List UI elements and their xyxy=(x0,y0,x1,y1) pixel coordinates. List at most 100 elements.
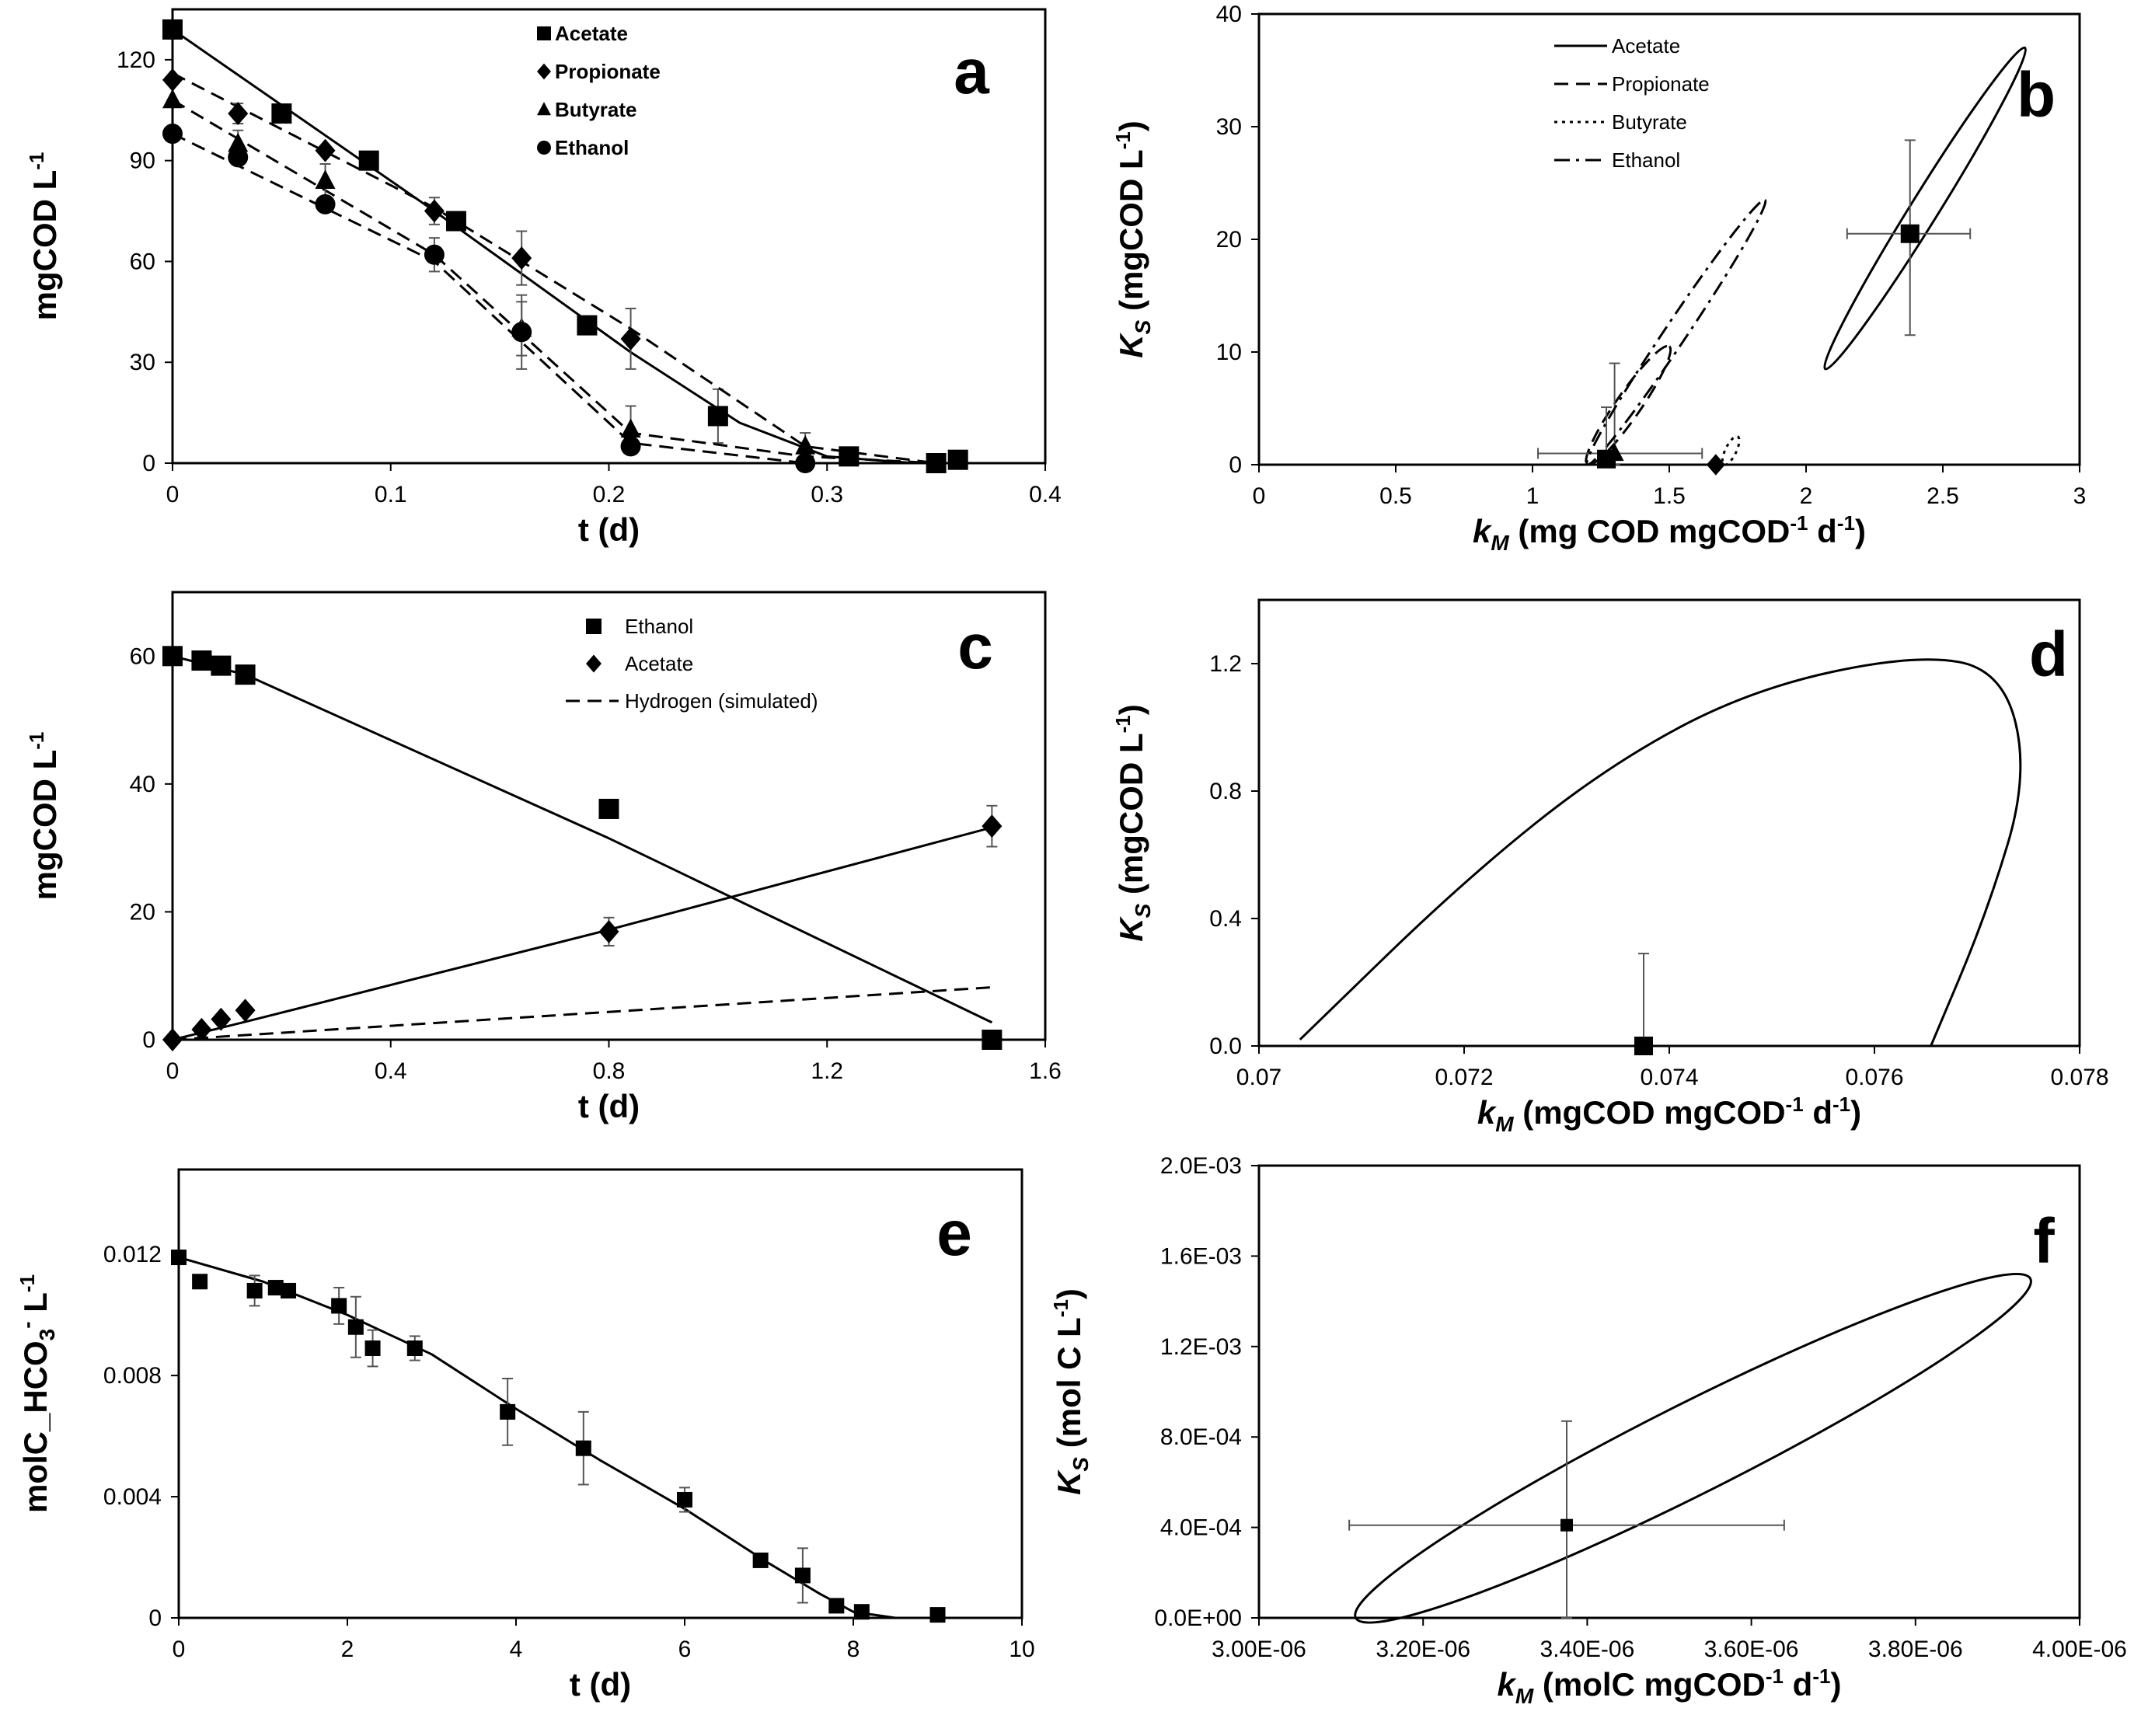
legend-label: Hydrogen (simulated) xyxy=(625,689,818,713)
y-tick-label: 90 xyxy=(130,148,155,174)
confidence-region xyxy=(1721,434,1741,466)
legend: Acetate Propionate Butyrate Ethanol xyxy=(1554,34,1710,172)
confidence-region xyxy=(1299,658,2022,1047)
data-point xyxy=(982,1030,1003,1050)
y-label-symbol: K xyxy=(1113,916,1149,942)
x-tick-label: 3.60E-06 xyxy=(1704,1637,1799,1662)
region-propionate xyxy=(1585,344,1725,476)
data-point xyxy=(347,1319,364,1335)
data-point xyxy=(211,655,232,676)
x-tick-label: 2 xyxy=(341,1637,354,1662)
panel-e: 0 2 4 6 8 10 0 0.004 0.008 0.012 t (d) molC_HCO3- L… xyxy=(15,1168,1035,1703)
panel-letter: e xyxy=(936,1198,972,1269)
y-tick-label: 10 xyxy=(1216,340,1242,365)
data-point xyxy=(235,999,256,1023)
x-label-text: (mgCOD mgCOD xyxy=(1514,1094,1786,1131)
x-tick-label: 0 xyxy=(173,1637,186,1662)
data-point xyxy=(620,326,641,350)
panel-letter: c xyxy=(957,612,993,682)
y-axis-label: KS (mgCOD L-1) xyxy=(1111,704,1155,941)
y-label-subscript: 3 xyxy=(35,1329,59,1341)
y-tick-label: 0.004 xyxy=(103,1484,162,1510)
data-point xyxy=(795,453,816,473)
y-label-superscript: -1 xyxy=(25,152,48,170)
y-label-symbol: K xyxy=(1051,1469,1087,1495)
series-data xyxy=(171,1250,946,1623)
x-axis-label: t (d) xyxy=(578,511,640,548)
y-tick-label: 4.0E-04 xyxy=(1160,1515,1242,1541)
y-label-text: (mgCOD L xyxy=(1113,733,1149,903)
y-axis-label: mgCOD L-1 xyxy=(25,732,63,901)
y-tick-label: 8.0E-04 xyxy=(1160,1424,1242,1450)
y-axis-label: KS (mol C L-1) xyxy=(1049,1288,1093,1495)
data-point xyxy=(315,169,336,190)
y-label-text: ) xyxy=(1113,120,1149,131)
x-tick-label: 10 xyxy=(1009,1637,1034,1662)
legend-label: Ethanol xyxy=(1612,148,1680,172)
legend-label: Propionate xyxy=(555,60,661,83)
data-point xyxy=(406,1340,423,1357)
parameter-estimate xyxy=(1597,449,1616,469)
x-label-symbol: k xyxy=(1498,1666,1518,1703)
x-axis-label: t (d) xyxy=(570,1666,631,1703)
legend-label: Butyrate xyxy=(555,98,636,121)
data-point xyxy=(511,246,532,270)
y-axis-label: mgCOD L-1 xyxy=(25,152,63,321)
data-point xyxy=(598,798,619,819)
x-label-text: (molC mgCOD xyxy=(1533,1666,1766,1703)
y-tick-label: 0 xyxy=(142,451,155,476)
data-point xyxy=(228,132,249,152)
data-point xyxy=(315,138,336,162)
x-tick-label: 0.072 xyxy=(1435,1065,1493,1090)
plot-frame xyxy=(177,1168,1023,1619)
y-tick-label: 1.6E-03 xyxy=(1160,1243,1242,1269)
panel-letter: f xyxy=(2033,1206,2055,1277)
confidence-region xyxy=(1585,344,1672,467)
panel-a: 0 0.1 0.2 0.3 0.4 0 30 60 90 120 t (d) mgCOD L-1 a Ac… xyxy=(25,8,1062,548)
y-label-text: (mgCOD L xyxy=(1113,149,1149,319)
confidence-region xyxy=(1354,1272,2032,1624)
x-tick-label: 3.40E-06 xyxy=(1540,1637,1635,1662)
y-label-superscript: -1 xyxy=(16,1274,39,1292)
y-tick-label: 0.012 xyxy=(103,1242,162,1267)
y-label-text: mgCOD L xyxy=(26,170,63,321)
y-tick-label: 1.2 xyxy=(1209,651,1242,677)
legend: Ethanol Acetate Hydrogen (simulated) xyxy=(566,615,818,713)
legend-label: Propionate xyxy=(1612,72,1710,96)
x-tick-label: 8 xyxy=(847,1637,860,1662)
x-label-superscript: -1 xyxy=(1837,511,1855,535)
legend-marker xyxy=(586,654,602,673)
confidence-region xyxy=(1823,46,2028,371)
x-tick-label: 0.07 xyxy=(1236,1065,1281,1090)
data-point xyxy=(228,102,249,126)
panel-c: 0 0.4 0.8 1.2 1.6 0 20 40 60 t (d) mgCOD L-1 c Ethan… xyxy=(25,591,1062,1124)
x-tick-label: 1.5 xyxy=(1653,483,1686,509)
x-tick-label: 6 xyxy=(678,1637,692,1662)
x-tick-label: 2 xyxy=(1800,483,1813,509)
x-tick-label: 3.20E-06 xyxy=(1376,1637,1470,1662)
legend: Acetate Propionate Butyrate Ethanol xyxy=(537,22,661,159)
y-label-superscript: -1 xyxy=(1111,131,1135,149)
data-point xyxy=(171,1250,187,1266)
plot-frame xyxy=(1257,1164,2081,1619)
data-point xyxy=(162,68,183,92)
y-tick-label: 40 xyxy=(130,772,155,797)
data-point xyxy=(235,664,256,685)
x-label-subscript: M xyxy=(1495,1112,1514,1136)
data-point xyxy=(246,1282,263,1299)
y-label-text: molC_HCO xyxy=(17,1340,54,1513)
series-hydrogen-simulated- xyxy=(172,986,992,1041)
y-label-text: ) xyxy=(1113,704,1149,715)
data-point xyxy=(677,1491,692,1508)
data-point xyxy=(794,1567,811,1584)
data-point xyxy=(500,1403,516,1420)
region-acetate xyxy=(1823,46,2028,371)
x-label-text: (mg COD mgCOD xyxy=(1509,513,1791,549)
x-label-superscript: -1 xyxy=(1790,511,1808,535)
y-tick-label: 0.0 xyxy=(1209,1034,1242,1059)
x-label-text: ) xyxy=(1830,1666,1841,1703)
legend-label: Acetate xyxy=(625,652,693,675)
panel-f: 3.00E-06 3.20E-06 3.40E-06 3.60E-06 3.80E-06… xyxy=(1049,1153,2127,1708)
panel-letter: b xyxy=(2017,60,2056,131)
x-tick-label: 0.5 xyxy=(1379,483,1412,509)
